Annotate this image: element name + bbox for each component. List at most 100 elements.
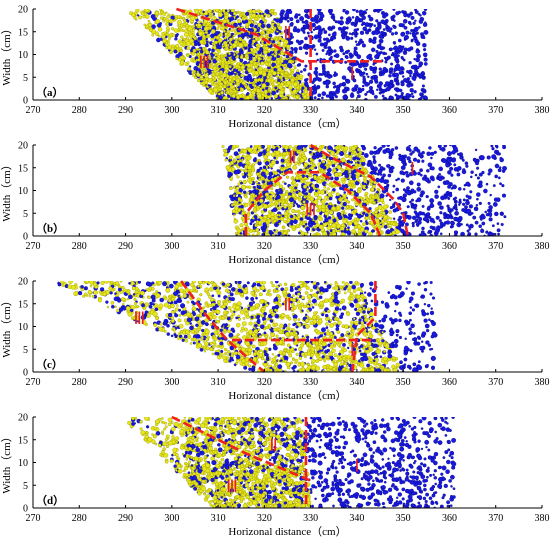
particle: [295, 94, 300, 100]
particle: [237, 19, 242, 24]
particle: [158, 34, 161, 38]
particle: [378, 38, 384, 44]
particle: [339, 45, 343, 50]
particle: [279, 62, 282, 66]
particle: [382, 28, 386, 31]
particle: [275, 89, 279, 93]
particle: [412, 72, 417, 77]
particle: [344, 60, 348, 64]
particle: [229, 163, 232, 166]
particle: [449, 145, 452, 147]
particle: [422, 43, 427, 48]
y-tick-label: 5: [23, 73, 28, 84]
particle: [409, 32, 412, 35]
particle: [500, 213, 504, 216]
particle: [270, 37, 274, 41]
particle: [413, 26, 419, 32]
particle: [439, 147, 442, 151]
particle: [172, 33, 176, 37]
particle: [488, 208, 493, 213]
particle: [485, 230, 489, 234]
particle: [398, 215, 403, 220]
particle: [301, 90, 304, 94]
particle: [419, 168, 423, 173]
particle: [365, 72, 369, 76]
particle: [274, 38, 278, 42]
particle: [134, 18, 138, 21]
particle: [230, 58, 233, 62]
particle: [275, 18, 280, 23]
particle: [345, 55, 349, 60]
particle: [295, 202, 299, 206]
particle: [333, 49, 337, 53]
particle: [295, 19, 300, 24]
particle: [198, 31, 204, 36]
particle: [386, 145, 391, 147]
particle: [381, 214, 384, 217]
particle: [161, 31, 165, 36]
particle: [414, 10, 419, 14]
particle: [318, 159, 322, 163]
particle: [321, 145, 325, 149]
particle: [210, 80, 215, 84]
particle: [390, 53, 394, 57]
particle: [203, 55, 207, 59]
particle: [331, 13, 335, 17]
particle: [297, 160, 300, 163]
particle: [295, 75, 299, 79]
particle: [231, 55, 236, 60]
particle: [225, 12, 229, 16]
particle: [142, 15, 146, 19]
particle: [379, 46, 384, 51]
particle: [319, 211, 323, 215]
particle: [388, 151, 394, 157]
particle: [159, 9, 163, 11]
x-tick-label: 280: [72, 105, 87, 116]
particle: [270, 29, 274, 33]
particle: [406, 70, 410, 74]
particle: [234, 189, 238, 193]
particle: [303, 195, 307, 199]
particle: [266, 57, 271, 62]
particle: [328, 47, 332, 51]
particle: [249, 78, 254, 83]
particle: [223, 12, 227, 15]
particle: [392, 24, 396, 28]
particle: [267, 78, 272, 83]
particle: [384, 32, 387, 35]
particle: [223, 43, 228, 48]
particle: [323, 45, 328, 50]
particle: [205, 37, 208, 41]
particle: [229, 12, 233, 16]
particle: [324, 195, 329, 200]
particle: [256, 93, 262, 99]
particle: [207, 69, 210, 73]
particle: [215, 72, 220, 76]
particle: [249, 145, 253, 148]
particle: [213, 87, 218, 93]
x-tick-label: 310: [211, 105, 226, 116]
particle: [481, 221, 486, 226]
particle: [411, 221, 415, 225]
particle: [376, 9, 381, 13]
particle: [273, 67, 278, 72]
particle: [369, 150, 374, 155]
particle: [266, 145, 272, 149]
particle: [367, 14, 371, 18]
particle: [228, 82, 233, 87]
particle: [272, 207, 278, 213]
particle: [314, 26, 319, 31]
particle: [395, 96, 399, 100]
particle: [270, 177, 275, 182]
particle: [379, 146, 383, 151]
particle: [356, 90, 360, 95]
particle: [469, 190, 473, 194]
particle: [238, 201, 241, 204]
particle: [229, 37, 233, 42]
particle: [286, 19, 290, 23]
particle: [480, 228, 485, 234]
particle: [264, 62, 269, 66]
particle: [327, 192, 332, 197]
particle: [437, 201, 442, 206]
particle: [392, 41, 397, 45]
